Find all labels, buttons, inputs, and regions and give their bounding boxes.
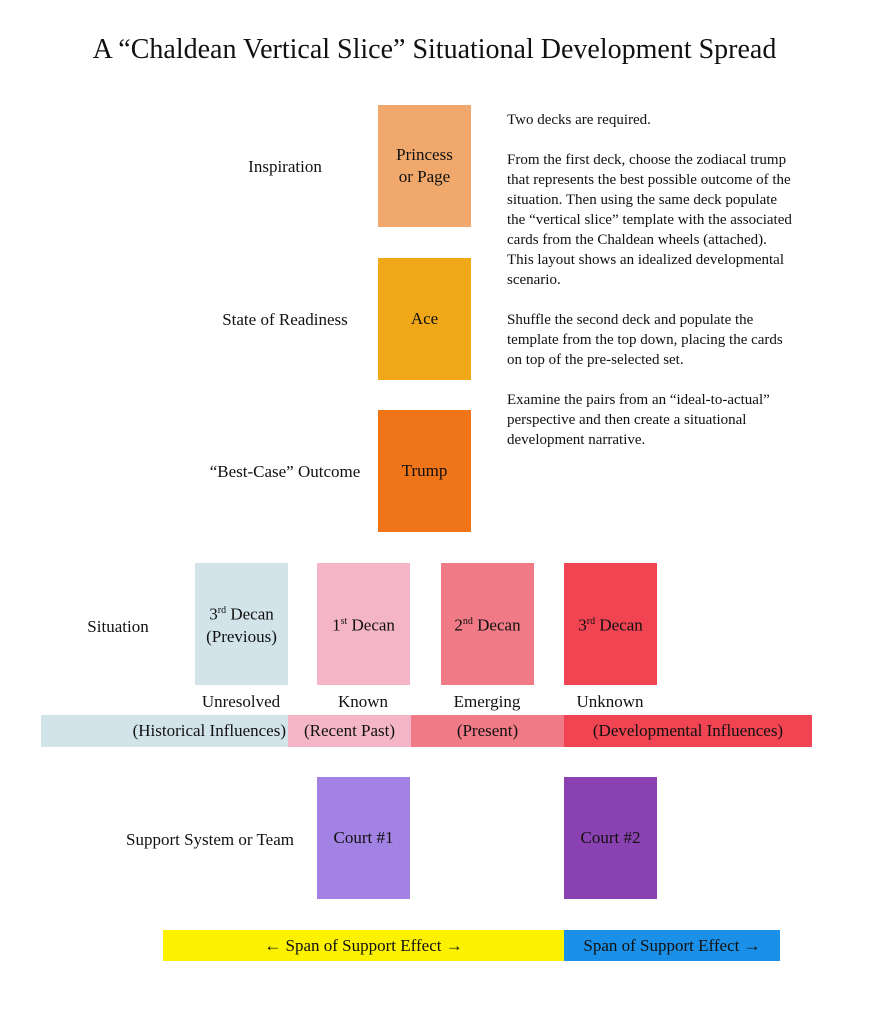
instructions: Two decks are required. From the first de… — [507, 110, 792, 470]
title: A “Chaldean Vertical Slice” Situational … — [92, 34, 777, 65]
state-label: Unknown — [576, 692, 644, 711]
decan-suffix: rd — [217, 605, 227, 617]
state-label: Emerging — [453, 692, 521, 711]
decan-suffix: st — [340, 616, 348, 628]
decan-word: Decan — [230, 604, 274, 624]
card-note: (Previous) — [206, 626, 277, 646]
card-text: Court #1 — [333, 828, 394, 847]
card: 3rd Decan (Previous) — [195, 563, 288, 685]
decan-suffix: nd — [462, 616, 473, 628]
state-label: Unresolved — [201, 692, 281, 711]
row-label: State of Readiness — [222, 310, 348, 329]
card-text: 2nd Decan — [454, 611, 520, 637]
decan-number: 2 — [454, 615, 463, 635]
span-bar: ← Span of Support Effect → — [163, 930, 564, 961]
card: Trump — [378, 410, 471, 532]
decan-number: 3 — [578, 615, 587, 635]
span-text: ← Span of Support Effect → — [264, 935, 463, 955]
instruction-paragraph: Shuffle the second deck and populate the… — [507, 312, 783, 368]
decan-number: 3 — [209, 604, 218, 624]
card-text: Trump — [401, 461, 448, 480]
band-text: (Developmental Influences) — [592, 721, 784, 740]
row-label: Situation — [87, 617, 149, 636]
span-text: Span of Support Effect → — [583, 935, 761, 955]
card: Princess or Page — [378, 105, 471, 227]
band-text: (Present) — [456, 721, 519, 740]
card: 3rd Decan — [564, 563, 657, 685]
band-text: (Recent Past) — [303, 721, 396, 740]
card-text: Court #2 — [580, 828, 641, 847]
decan-number: 1 — [332, 615, 341, 635]
decan-suffix: rd — [586, 616, 596, 628]
card: Ace — [378, 258, 471, 380]
card: 1st Decan — [317, 563, 410, 685]
row-label: Inspiration — [248, 157, 322, 176]
decan-word: Decan — [477, 615, 521, 635]
card: 2nd Decan — [441, 563, 534, 685]
band-segment: (Present) — [411, 715, 564, 747]
band-segment: (Recent Past) — [288, 715, 411, 747]
card-text: Princess or Page — [396, 145, 453, 186]
card-text: Ace — [410, 309, 439, 328]
band-segment: (Developmental Influences) — [564, 715, 812, 747]
row-label: “Best-Case” Outcome — [209, 462, 361, 481]
instruction-paragraph: Examine the pairs from an “ideal-to-actu… — [507, 392, 770, 448]
card: Court #1 — [317, 777, 410, 899]
row-label: Support System or Team — [125, 830, 295, 849]
instruction-paragraph: Two decks are required. — [507, 112, 651, 128]
band-text: (Historical Influences) — [132, 721, 286, 740]
band-segment: (Historical Influences) — [41, 715, 288, 747]
decan-word: Decan — [351, 615, 395, 635]
decan-word: Decan — [599, 615, 643, 635]
state-label: Known — [337, 692, 389, 711]
card: Court #2 — [564, 777, 657, 899]
card-text: 3rd Decan — [578, 611, 643, 637]
card-text: 3rd Decan — [209, 600, 274, 626]
instruction-paragraph: From the first deck, choose the zodiacal… — [507, 152, 792, 288]
span-bar: Span of Support Effect → — [564, 930, 780, 961]
card-text: 1st Decan — [332, 611, 395, 637]
